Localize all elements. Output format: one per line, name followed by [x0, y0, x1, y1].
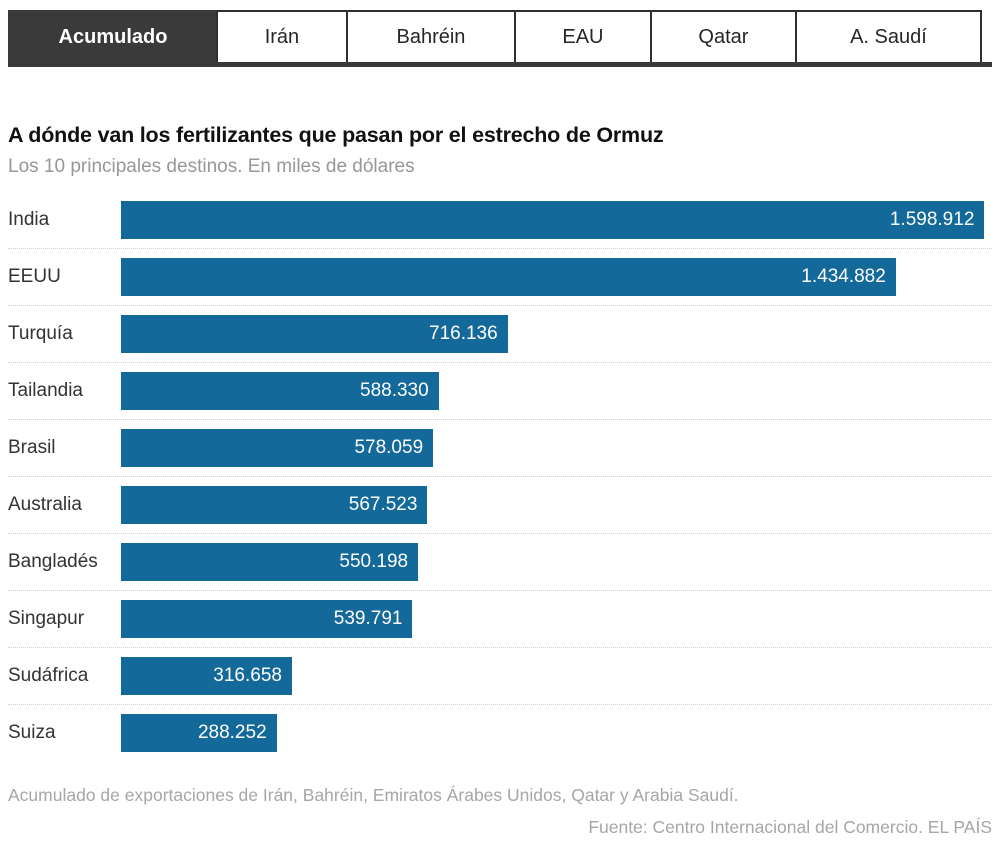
bar: 316.658 — [121, 657, 292, 695]
bar: 539.791 — [121, 600, 413, 638]
category-label: Suiza — [8, 722, 56, 743]
tab-eau[interactable]: EAU — [513, 10, 652, 62]
chart-title: A dónde van los fertilizantes que pasan … — [8, 123, 664, 147]
bar-value-label: 578.059 — [354, 437, 424, 458]
bar-track: 567.523 — [121, 486, 992, 524]
category-label: Singapur — [8, 608, 85, 629]
bar: 550.198 — [121, 543, 419, 581]
category-label: Turquía — [8, 323, 73, 344]
bar-track: 1.434.882 — [121, 258, 992, 296]
tab-acumulado[interactable]: Acumulado — [8, 10, 218, 62]
tab-bar: Acumulado Irán Bahréin EAU Qatar A. Saud… — [8, 10, 992, 67]
bar-track: 716.136 — [121, 315, 992, 353]
bar-value-label: 288.252 — [197, 722, 267, 743]
bar-row-singapur: Singapur 539.791 — [8, 591, 992, 648]
category-label: Bangladés — [8, 551, 98, 572]
tab-a-saudi[interactable]: A. Saudí — [794, 10, 982, 62]
bar-track: 588.330 — [121, 372, 992, 410]
tab-qatar[interactable]: Qatar — [649, 10, 797, 62]
tab-iran[interactable]: Irán — [215, 10, 348, 62]
bar-value-label: 1.434.882 — [801, 266, 886, 287]
chart-subtitle: Los 10 principales destinos. En miles de… — [8, 156, 415, 177]
bar: 288.252 — [121, 714, 277, 752]
category-label: Tailandia — [8, 380, 83, 401]
bar-track: 1.598.912 — [121, 201, 992, 239]
category-label: Australia — [8, 494, 82, 515]
bar: 578.059 — [121, 429, 434, 467]
bar-value-label: 588.330 — [360, 380, 429, 401]
bar-chart: India 1.598.912 EEUU 1.434.882 Turquía 7… — [8, 192, 992, 761]
bar-value-label: 716.136 — [429, 323, 498, 344]
bar-track: 288.252 — [121, 714, 992, 752]
bar-row-turquia: Turquía 716.136 — [8, 306, 992, 363]
bar: 588.330 — [121, 372, 439, 410]
bar-value-label: 316.658 — [213, 665, 282, 686]
bar-track: 578.059 — [121, 429, 992, 467]
bar-value-label: 550.198 — [339, 551, 409, 572]
category-label: India — [8, 209, 50, 230]
source-credit: Fuente: Centro Internacional del Comerci… — [588, 817, 992, 837]
chart-footnote: Acumulado de exportaciones de Irán, Bahr… — [8, 785, 739, 805]
bar: 716.136 — [121, 315, 508, 353]
bar: 1.598.912 — [121, 201, 985, 239]
bar: 567.523 — [121, 486, 428, 524]
bar-track: 316.658 — [121, 657, 992, 695]
bar-track: 539.791 — [121, 600, 992, 638]
bar-track: 550.198 — [121, 543, 992, 581]
category-label: EEUU — [8, 266, 61, 287]
bar-row-india: India 1.598.912 — [8, 192, 992, 249]
bar-row-australia: Australia 567.523 — [8, 477, 992, 534]
category-label: Sudáfrica — [8, 665, 89, 686]
category-label: Brasil — [8, 437, 56, 458]
bar: 1.434.882 — [121, 258, 896, 296]
bar-row-sudafrica: Sudáfrica 316.658 — [8, 648, 992, 705]
bar-row-brasil: Brasil 578.059 — [8, 420, 992, 477]
bar-value-label: 1.598.912 — [889, 209, 975, 230]
bar-row-eeuu: EEUU 1.434.882 — [8, 249, 992, 306]
bar-value-label: 539.791 — [333, 608, 403, 629]
tab-bahrein[interactable]: Bahréin — [345, 10, 516, 62]
bar-row-banglades: Bangladés 550.198 — [8, 534, 992, 591]
bar-value-label: 567.523 — [348, 494, 418, 515]
bar-row-suiza: Suiza 288.252 — [8, 705, 992, 761]
bar-row-tailandia: Tailandia 588.330 — [8, 363, 992, 420]
